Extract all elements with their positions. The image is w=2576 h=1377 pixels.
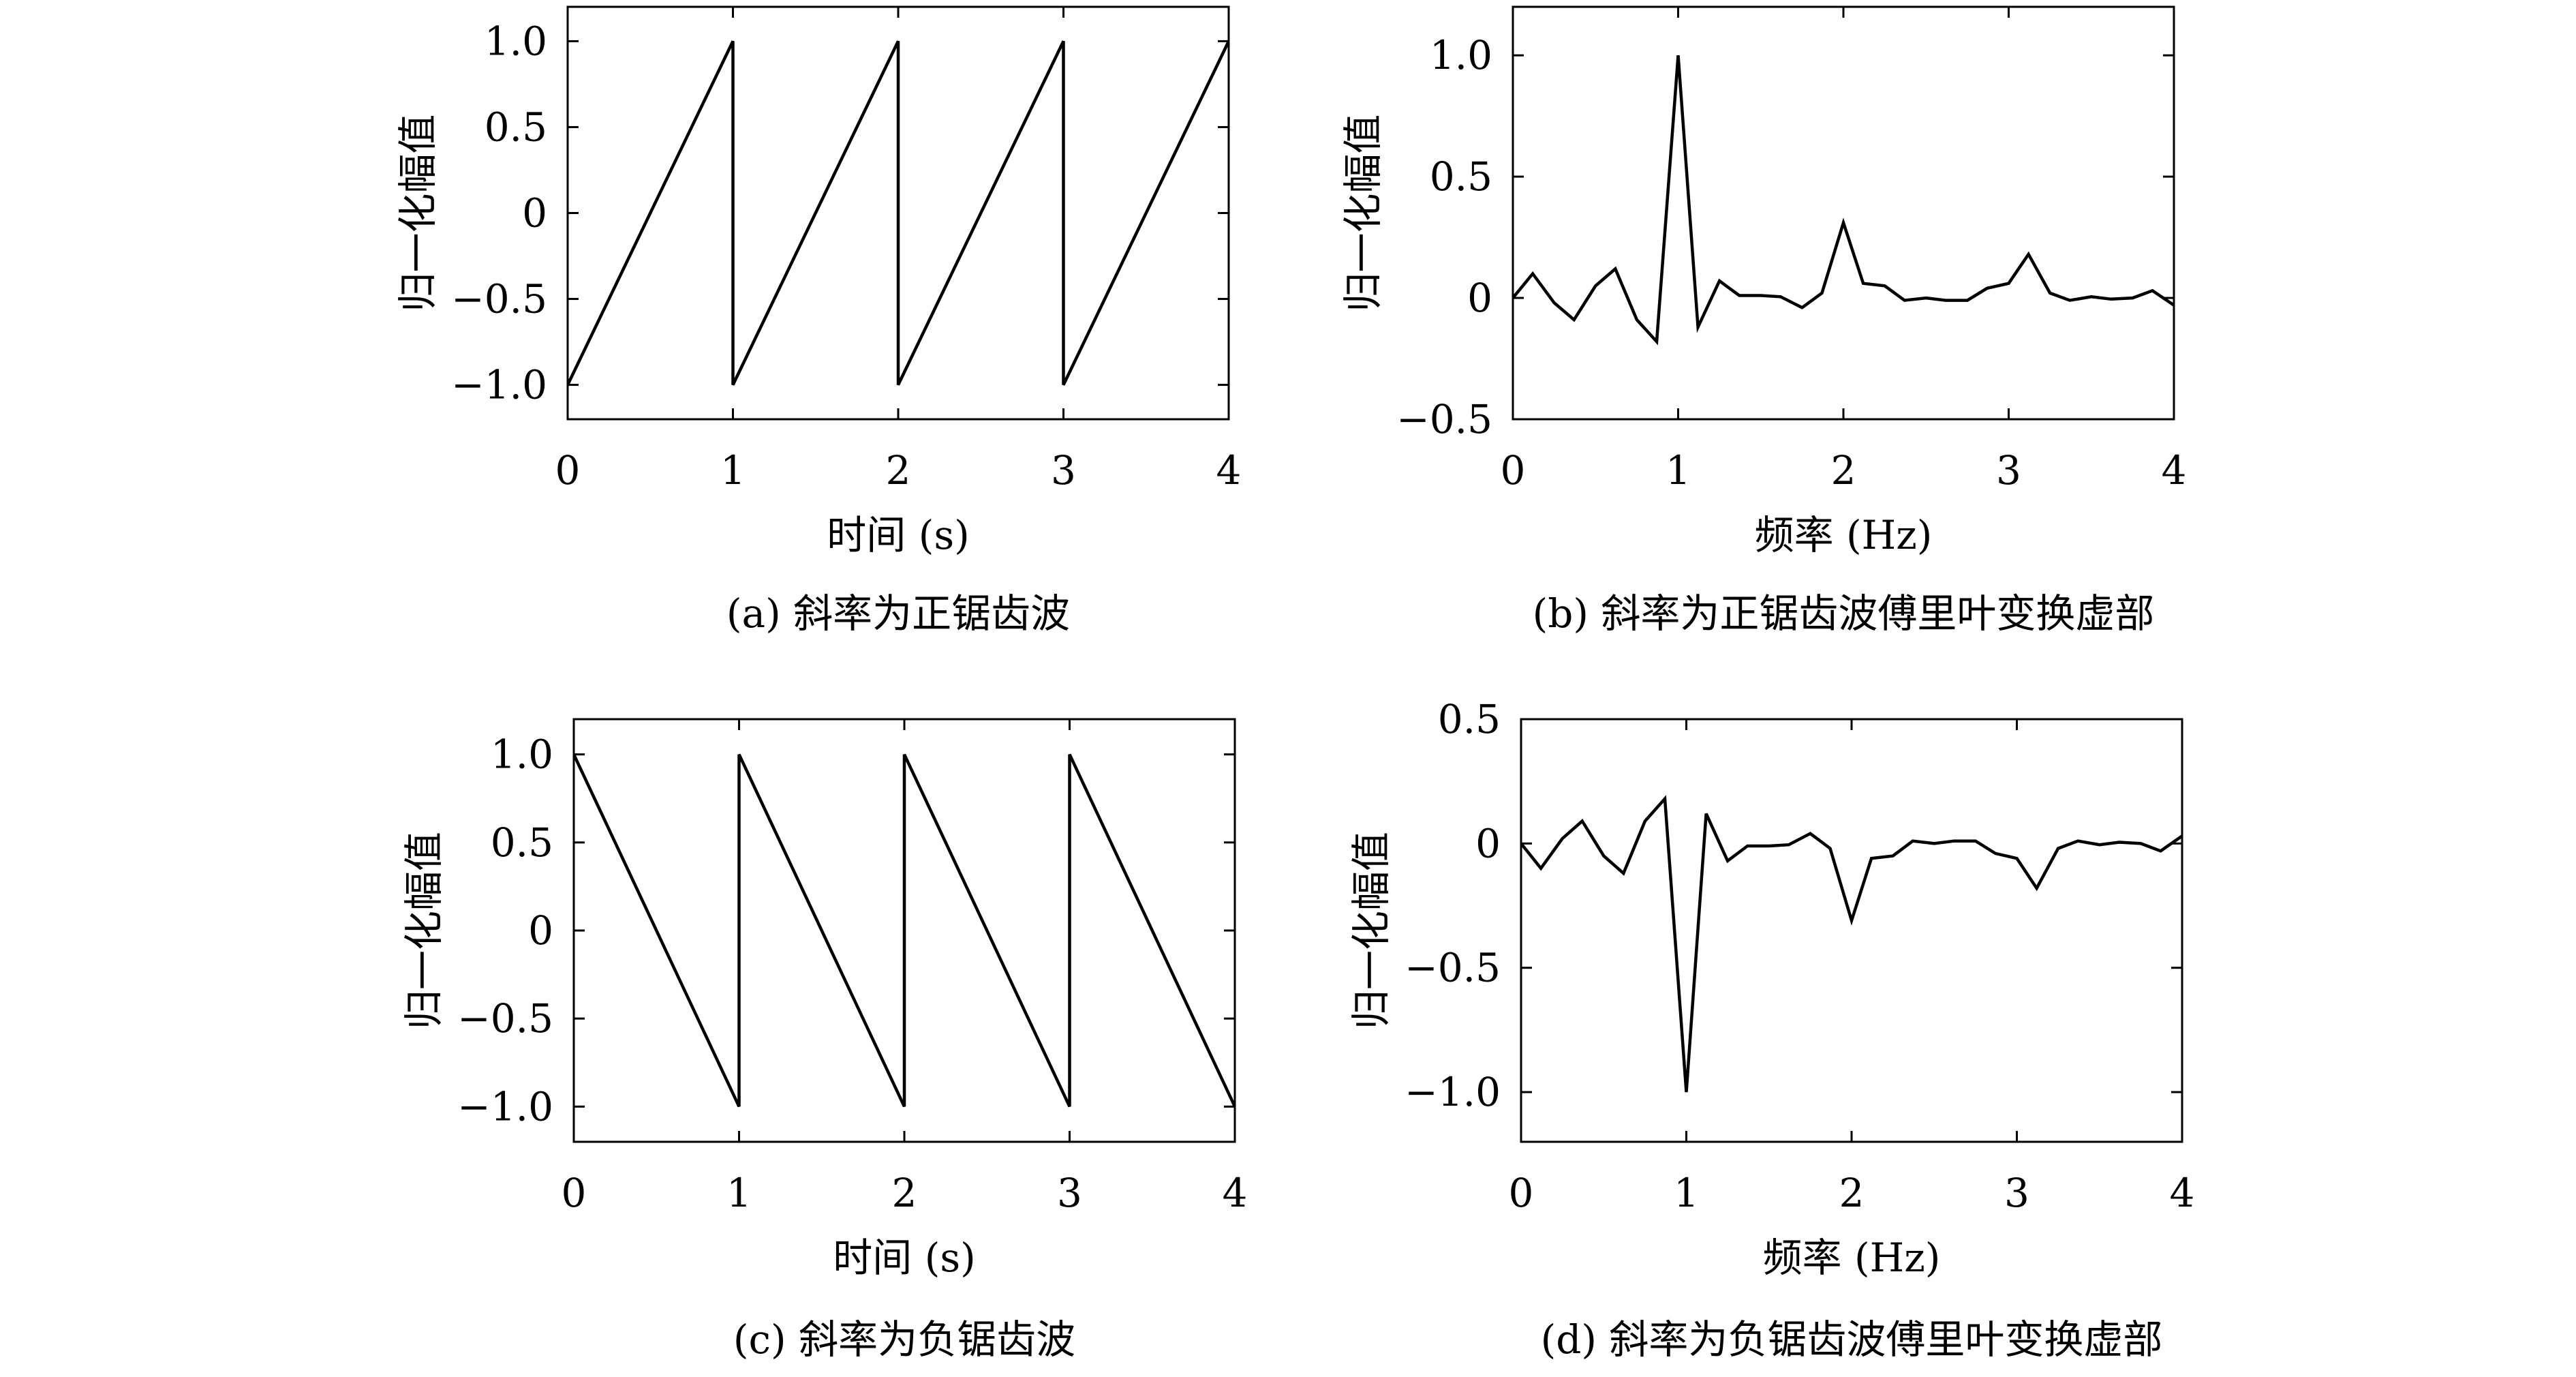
x-tick-label: 0: [562, 1170, 587, 1216]
x-tick-label: 2: [892, 1170, 917, 1216]
series-line: [1521, 795, 2182, 1093]
series-line: [568, 40, 1229, 386]
x-tick-label: 4: [2162, 447, 2187, 494]
y-tick-label: −1.0: [1405, 1069, 1501, 1115]
x-tick-label: 3: [1057, 1170, 1082, 1216]
panel-caption: (c) 斜率为负锯齿波: [733, 1316, 1075, 1363]
y-tick-label: −0.5: [457, 995, 553, 1042]
panel-caption: (b) 斜率为正锯齿波傅里叶变换虚部: [1533, 590, 2155, 637]
x-tick-label: 3: [1051, 447, 1076, 494]
panel-b: 0 1 2 3 4−0.500.51.0频率 (Hz)归一化幅值(b) 斜率为正锯齿波傅…: [1340, 5, 2187, 637]
x-tick-label: 1: [720, 447, 746, 494]
y-axis-title: 归一化幅值: [401, 832, 447, 1029]
y-axis-title: 归一化幅值: [1348, 832, 1394, 1029]
x-tick-label: 0: [1509, 1170, 1534, 1216]
x-tick-label: 2: [886, 447, 911, 494]
x-tick-label: 4: [2170, 1170, 2195, 1216]
y-tick-label: 1.0: [1430, 32, 1492, 78]
y-tick-label: −0.5: [451, 276, 547, 322]
y-tick-label: 0: [1467, 275, 1492, 321]
plot-frame: [1512, 5, 2175, 421]
x-tick-label: 1: [726, 1170, 752, 1216]
x-tick-label: 0: [1501, 447, 1526, 494]
y-tick-label: 0.5: [1430, 153, 1492, 200]
x-tick-label: 2: [1839, 1170, 1865, 1216]
series-line: [1513, 55, 2174, 346]
y-axis-title: 归一化幅值: [395, 114, 441, 312]
y-tick-label: 0.5: [491, 819, 553, 866]
panel-caption: (a) 斜率为正锯齿波: [726, 590, 1070, 637]
y-tick-label: −1.0: [451, 362, 547, 408]
panel-caption: (d) 斜率为负锯齿波傅里叶变换虚部: [1541, 1316, 2163, 1363]
plot-frame: [1520, 718, 2183, 1143]
series-line: [574, 753, 1235, 1108]
x-tick-label: 4: [1216, 447, 1242, 494]
x-axis-title: 频率 (Hz): [1755, 512, 1933, 558]
x-tick-label: 3: [2004, 1170, 2029, 1216]
y-tick-label: 0.5: [1438, 696, 1501, 742]
y-tick-label: −0.5: [1396, 396, 1492, 442]
y-tick-label: −1.0: [457, 1083, 553, 1130]
y-tick-label: −0.5: [1405, 945, 1501, 991]
x-tick-label: 1: [1674, 1170, 1699, 1216]
y-tick-label: 1.0: [485, 18, 547, 64]
x-tick-label: 1: [1666, 447, 1691, 494]
x-tick-label: 0: [555, 447, 581, 494]
panel-d: 0 1 2 3 4 −1.0 −0.5 0 0.5 频率 (Hz) 归一化幅值 (d) 斜率为负锯齿波…: [1348, 696, 2194, 1363]
y-tick-label: 0: [522, 190, 547, 237]
x-axis-title: 时间 (s): [827, 512, 969, 558]
y-tick-label: 1.0: [491, 731, 553, 778]
panel-a: 0 1 2 3 4 −1.0 −0.5 0 0.5 1.0 时间 (s) 归一化幅值 (a) 斜率为正锯…: [395, 5, 1242, 637]
x-axis-title: 时间 (s): [833, 1235, 975, 1281]
y-tick-label: 0.5: [485, 104, 547, 150]
x-tick-label: 2: [1831, 447, 1856, 494]
x-tick-label: 4: [1223, 1170, 1248, 1216]
panel-c: 0 1 2 3 4 −1.0 −0.5 0 0.5 1.0 时间 (s) 归一化幅值 (c) 斜率为负锯…: [401, 718, 1248, 1363]
y-tick-label: 0: [1475, 820, 1501, 866]
y-axis-title: 归一化幅值: [1340, 114, 1386, 312]
y-tick-label: 0: [528, 907, 553, 954]
x-tick-label: 3: [1996, 447, 2021, 494]
x-axis-title: 频率 (Hz): [1763, 1235, 1941, 1281]
